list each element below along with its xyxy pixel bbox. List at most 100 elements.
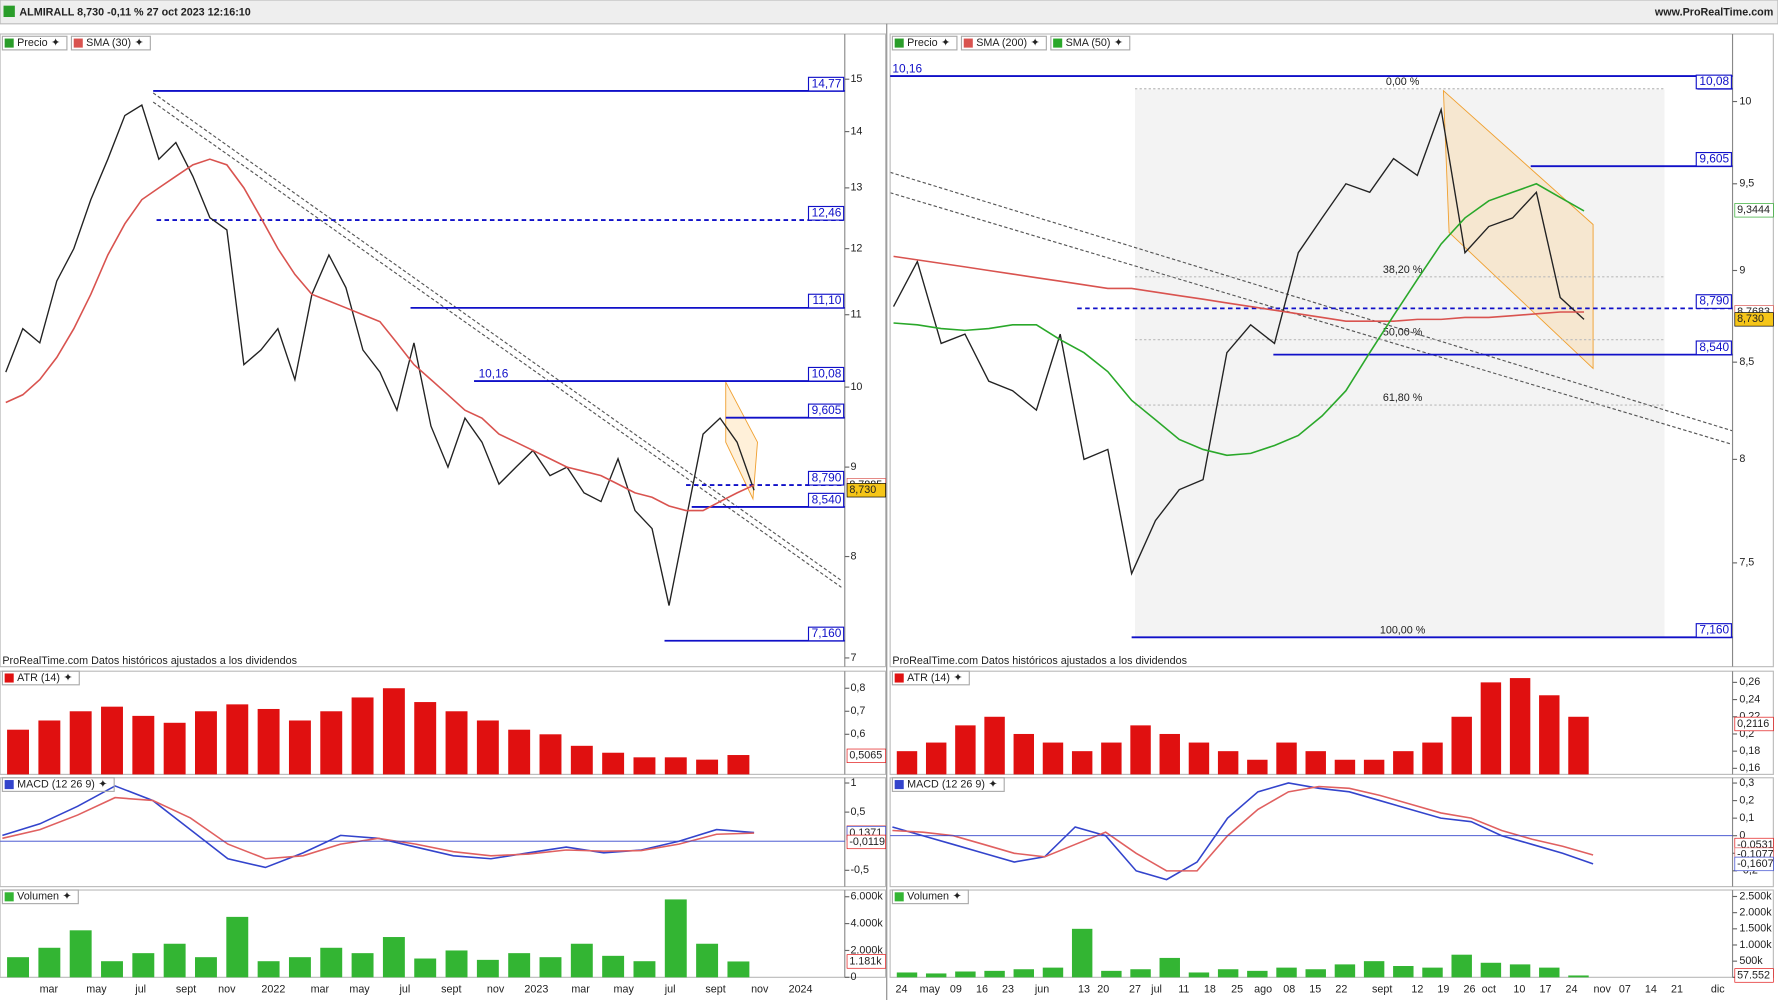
x-tick-label: sept [705, 984, 725, 996]
y-tick-label: 0,7 [850, 705, 865, 717]
legend-label[interactable]: Volumen [907, 891, 949, 903]
bar [1334, 759, 1356, 775]
legend-label[interactable]: Volumen [17, 891, 59, 903]
legend-tools[interactable]: ✦ [952, 891, 961, 903]
level-label-box [807, 470, 845, 486]
bar [476, 959, 499, 978]
site-link[interactable]: www.ProRealTime.com [1654, 6, 1773, 18]
legend-tools[interactable]: ✦ [51, 37, 60, 49]
bar [7, 729, 30, 775]
fib-label: 100,00 % [1380, 624, 1426, 636]
legend-label[interactable]: SMA (30) [86, 37, 131, 49]
bar [1568, 716, 1589, 775]
bar [7, 957, 30, 978]
header-bar [0, 0, 1778, 25]
level-label: 8,540 [812, 492, 842, 506]
bar [1480, 962, 1502, 978]
x-tick-label: 12 [1411, 984, 1423, 996]
y-tick-label: 0,2 [1739, 794, 1754, 806]
bar [1422, 742, 1443, 775]
bar [664, 899, 687, 978]
legend-tools[interactable]: ✦ [98, 778, 107, 790]
y-tick-label: 0,16 [1739, 762, 1760, 774]
bar [1509, 678, 1531, 775]
series-line [892, 106, 1585, 576]
bar [633, 757, 656, 775]
bar [1509, 964, 1531, 978]
bar [288, 720, 311, 775]
bar [1188, 742, 1210, 775]
y-tick-label: 0,24 [1739, 693, 1760, 705]
y-tick-label: 0,26 [1739, 676, 1760, 688]
bar [226, 704, 249, 775]
level-label: 8,540 [1699, 340, 1729, 354]
legend-tools[interactable]: ✦ [62, 891, 71, 903]
legend-frame[interactable] [1050, 35, 1131, 51]
price-tag-label: 0,2116 [1737, 718, 1769, 730]
bar [1539, 695, 1560, 775]
legend-frame[interactable] [70, 35, 151, 51]
legend-swatch [4, 780, 14, 790]
x-tick-label: 2023 [524, 984, 548, 996]
legend-frame[interactable] [891, 670, 970, 686]
legend-frame[interactable] [891, 777, 1005, 792]
panel-frame [0, 33, 887, 668]
legend-tools[interactable]: ✦ [1114, 37, 1123, 49]
legend-tools[interactable]: ✦ [134, 37, 143, 49]
level-label-box [1695, 623, 1732, 638]
legend-frame[interactable] [891, 889, 969, 905]
bar [320, 711, 343, 775]
bar [984, 716, 1005, 775]
bar [195, 957, 217, 978]
x-tick-label: 24 [895, 984, 907, 996]
legend-tools[interactable]: ✦ [63, 672, 72, 684]
legend-label[interactable]: MACD (12 26 9) [907, 778, 985, 790]
x-tick-label: 14 [1645, 984, 1657, 996]
bar [1101, 742, 1122, 775]
bar [1276, 742, 1297, 775]
legend-tools[interactable]: ✦ [941, 37, 950, 49]
bar [508, 953, 531, 978]
legend-label[interactable]: ATR (14) [907, 672, 950, 684]
legend-tools[interactable]: ✦ [988, 778, 997, 790]
level-label: 9,605 [1699, 151, 1729, 165]
legend-frame[interactable] [1, 889, 79, 905]
price-tag [1734, 968, 1774, 983]
legend-label[interactable]: Precio [907, 37, 938, 49]
legend-label[interactable]: SMA (200) [976, 37, 1027, 49]
bar [414, 958, 437, 978]
legend-frame[interactable] [960, 35, 1047, 51]
legend-frame[interactable] [1, 670, 80, 686]
series-line [893, 255, 1585, 322]
x-tick-label: 2022 [261, 984, 285, 996]
bar [1393, 751, 1414, 775]
bar [696, 759, 719, 775]
legend-label[interactable]: Precio [17, 37, 48, 49]
legend-frame[interactable] [1, 777, 115, 792]
bar [925, 973, 947, 978]
price-tag [846, 748, 886, 763]
x-tick-label: jul [1150, 984, 1162, 996]
y-tick-label: 0,6 [850, 728, 865, 740]
bar [38, 947, 61, 978]
bar [1042, 742, 1064, 775]
legend-frame[interactable] [1, 35, 68, 51]
price-tag [846, 954, 886, 969]
legend-label[interactable]: ATR (14) [17, 672, 60, 684]
fib-zone [1135, 89, 1665, 638]
y-tick-label: 10 [850, 381, 862, 393]
y-tick-label: 0 [850, 971, 856, 983]
y-tick-label: 0,3 [1739, 777, 1754, 789]
bar [1217, 969, 1239, 978]
legend-label[interactable]: SMA (50) [1066, 37, 1111, 49]
legend-label[interactable]: MACD (12 26 9) [17, 778, 95, 790]
series-line [892, 782, 1594, 881]
legend-frame[interactable] [891, 35, 958, 51]
legend-tools[interactable]: ✦ [1030, 37, 1039, 49]
y-tick-label: 6.000k [850, 891, 883, 903]
legend-swatch [894, 673, 904, 683]
legend-tools[interactable]: ✦ [953, 672, 962, 684]
price-tag [846, 483, 886, 498]
y-tick-label: 11 [850, 309, 861, 321]
